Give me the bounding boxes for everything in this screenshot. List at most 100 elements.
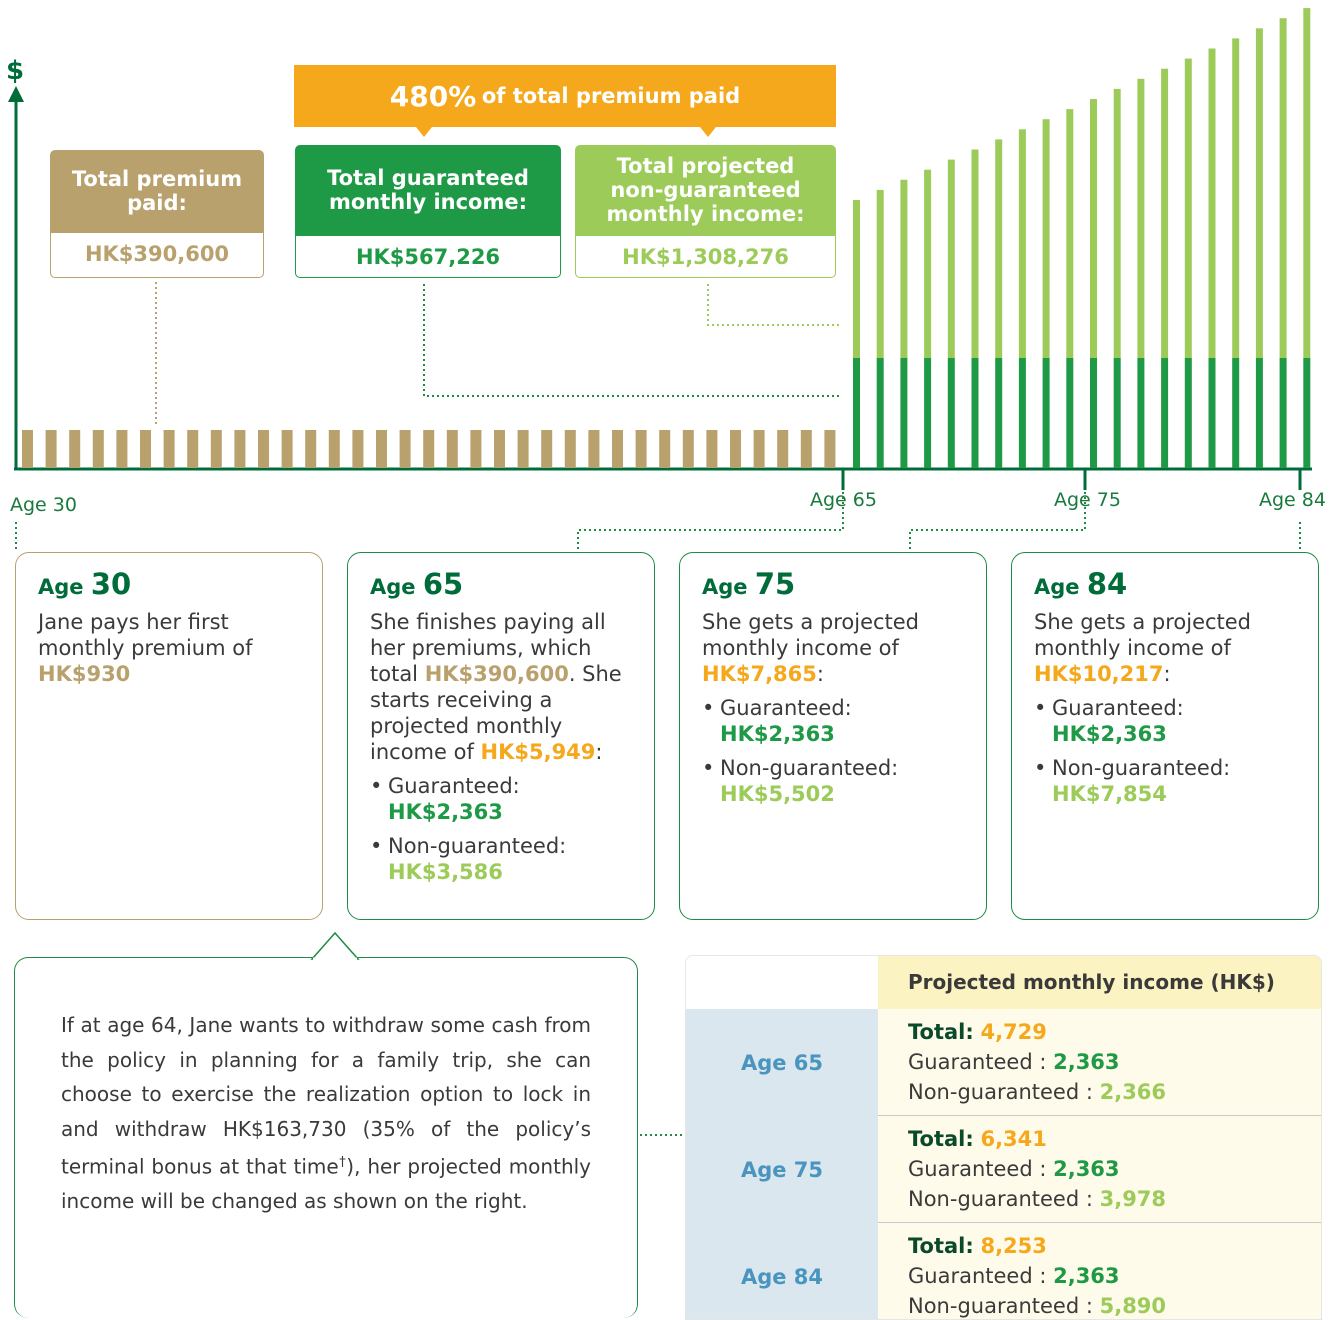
card: Age 84 She gets a projected monthly incom…: [1011, 552, 1319, 920]
premium-bar: [517, 430, 529, 468]
premium-bar: [352, 430, 364, 468]
age-label: Age 75: [1054, 489, 1121, 511]
text: She gets a projected monthly income of: [702, 610, 920, 660]
premium-bar: [187, 430, 199, 468]
premium-bar: [446, 430, 458, 468]
guaranteed-bar: [1137, 358, 1145, 468]
bullet-value: HK$5,502: [720, 782, 835, 806]
premium-bar: [116, 430, 128, 468]
bullet-label: Guaranteed:: [720, 696, 852, 720]
premium-bar: [163, 430, 175, 468]
amount: HK$5,949: [480, 740, 596, 764]
total-label: Total:: [908, 1020, 974, 1044]
row-cell: Total: 4,729 Guaranteed : 2,363 Non-guaran…: [878, 1009, 1321, 1116]
age-number: 65: [422, 567, 464, 601]
row-cell: Total: 6,341 Guaranteed : 2,363 Non-guaran…: [878, 1116, 1321, 1223]
projected-bar: [1255, 28, 1263, 359]
age-number: 84: [1086, 567, 1128, 601]
axis-symbol: $: [6, 56, 25, 86]
bullet-value: HK$2,363: [720, 722, 835, 746]
projected-bar: [1161, 68, 1169, 358]
guaranteed-value: 2,363: [1053, 1264, 1120, 1288]
amount: HK$930: [38, 662, 131, 686]
non-guaranteed-line: Non-guaranteed : 2,366: [908, 1077, 1291, 1107]
projected-bar: [1303, 8, 1311, 358]
premium-bar: [800, 430, 812, 468]
connectors: [15, 282, 1301, 1136]
projected-bar: [1279, 18, 1287, 358]
guaranteed-bar: [1042, 358, 1050, 468]
guaranteed-bar: [995, 358, 1003, 468]
banner-percent: 480%: [389, 79, 477, 113]
guaranteed-bar: [1279, 358, 1287, 468]
premium-bar: [328, 430, 340, 468]
premium-bar: [659, 430, 671, 468]
note: If at age 64, Jane wants to withdraw som…: [14, 957, 638, 1318]
summary-label: Total projected non-guaranteed monthly i…: [575, 145, 836, 235]
guaranteed-label: Guaranteed :: [908, 1264, 1047, 1288]
premium-bar: [210, 430, 222, 468]
bullet: Non-guaranteed:HK$3,586: [370, 833, 632, 885]
premium-bar: [588, 430, 600, 468]
bullet-label: Non-guaranteed:: [388, 834, 567, 858]
note-text: If at age 64, Jane wants to withdraw som…: [61, 1013, 591, 1179]
premium-bar: [234, 430, 246, 468]
card: Age 75 She gets a projected monthly incom…: [679, 552, 987, 920]
row-age: Age 84: [686, 1223, 878, 1319]
guaranteed-bar: [947, 358, 955, 468]
card-heading: Age 30: [38, 567, 300, 601]
bullet: Non-guaranteed:HK$7,854: [1034, 755, 1296, 807]
guaranteed-bar: [971, 358, 979, 468]
card-heading: Age 84: [1034, 567, 1296, 601]
bullet-value: HK$3,586: [388, 860, 503, 884]
bullet-label: Non-guaranteed:: [1052, 756, 1231, 780]
age-prefix: Age: [370, 575, 416, 599]
guaranteed-bar: [853, 358, 860, 468]
guaranteed-bar: [1255, 358, 1263, 468]
bullet: Guaranteed:HK$2,363: [370, 773, 632, 825]
text: She gets a projected monthly income of: [1034, 610, 1252, 660]
bullet: Guaranteed:HK$2,363: [702, 695, 964, 747]
guaranteed-value: 2,363: [1053, 1050, 1120, 1074]
total-label: Total:: [908, 1127, 974, 1151]
guaranteed-label: Guaranteed :: [908, 1157, 1047, 1181]
bullet-label: Non-guaranteed:: [720, 756, 899, 780]
premium-bar: [92, 430, 104, 468]
non-guaranteed-value: 3,978: [1099, 1187, 1167, 1211]
premium-bar: [423, 430, 435, 468]
premium-bar: [258, 430, 269, 468]
total-value: 6,341: [980, 1127, 1047, 1151]
guaranteed-bar: [1184, 358, 1192, 468]
guaranteed-bar: [1208, 358, 1216, 468]
premium-bar: [706, 430, 718, 468]
age-prefix: Age: [702, 575, 748, 599]
total-line: Total: 4,729: [908, 1017, 1291, 1047]
projected-bar: [1208, 48, 1216, 358]
total-label: Total:: [908, 1234, 974, 1258]
table: Projected monthly income (HK$) Age 65 Tot…: [685, 955, 1322, 1320]
row-age: Age 65: [686, 1009, 878, 1116]
projected-bar: [1090, 99, 1097, 358]
guaranteed-bar: [900, 358, 908, 468]
premium-bar: [140, 430, 151, 468]
banner: 480% of total premium paid: [294, 65, 836, 127]
premium-bar: [753, 430, 765, 468]
guaranteed-line: Guaranteed : 2,363: [908, 1154, 1291, 1184]
guaranteed-bar: [1066, 358, 1074, 468]
bullet-value: HK$2,363: [1052, 722, 1167, 746]
card: Age 65 She finishes paying all her premiu…: [347, 552, 655, 920]
premium-bar: [470, 430, 482, 468]
non-guaranteed-label: Non-guaranteed :: [908, 1294, 1093, 1318]
guaranteed-line: Guaranteed : 2,363: [908, 1261, 1291, 1291]
projected-bar: [924, 169, 932, 358]
summary-label: Total premium paid:: [50, 150, 264, 232]
guaranteed-bar: [1090, 358, 1097, 468]
guaranteed-value: 2,363: [1053, 1157, 1120, 1181]
premium-bar: [635, 430, 647, 468]
row-cell: Total: 8,253 Guaranteed : 2,363 Non-guaran…: [878, 1223, 1321, 1319]
age-number: 75: [754, 567, 796, 601]
non-guaranteed-label: Non-guaranteed :: [908, 1080, 1093, 1104]
text: :: [1163, 662, 1171, 686]
card-text: She finishes paying all her premiums, wh…: [370, 609, 632, 765]
